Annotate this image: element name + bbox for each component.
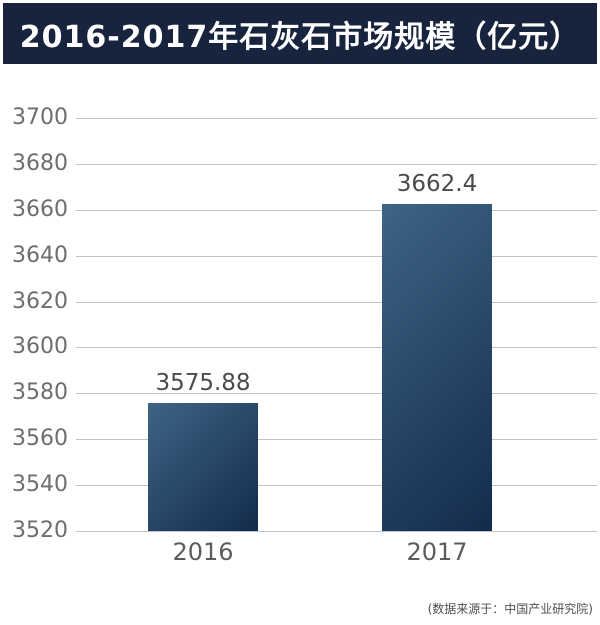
gridline: [76, 531, 597, 532]
gridline: [76, 255, 597, 257]
gridline: [76, 209, 597, 211]
bar-value-label: 3662.4: [396, 171, 478, 198]
y-axis-tick-label: 3560: [12, 426, 68, 452]
chart-title-banner: 2016-2017年石灰石市场规模（亿元）: [3, 3, 597, 64]
bar-2017: [382, 204, 492, 531]
y-axis-tick-label: 3680: [12, 150, 68, 176]
chart-title: 2016-2017年石灰石市场规模（亿元）: [19, 19, 581, 55]
gridline: [76, 485, 597, 487]
data-source-note: (数据来源于：中国产业研究院): [427, 602, 593, 616]
gridline: [76, 393, 597, 395]
y-axis-tick-label: 3600: [12, 334, 68, 360]
bar-2016: [148, 402, 258, 531]
y-axis-tick-label: 3700: [12, 105, 68, 130]
y-axis-tick-label: 3540: [12, 472, 68, 498]
gridline: [76, 163, 597, 165]
gridline: [76, 439, 597, 441]
y-axis-tick-label: 3620: [12, 288, 68, 314]
x-axis-category-label: 2016: [172, 538, 234, 566]
bar-value-label: 3575.88: [155, 369, 251, 396]
y-axis-tick-label: 3520: [12, 518, 68, 543]
gridline: [76, 301, 597, 303]
y-axis-tick-label: 3660: [12, 196, 68, 222]
gridline: [76, 347, 597, 349]
x-axis-category-label: 2017: [406, 538, 468, 566]
y-axis-tick-label: 3640: [12, 242, 68, 268]
gridline: [76, 118, 597, 119]
y-axis-tick-label: 3580: [12, 380, 68, 406]
